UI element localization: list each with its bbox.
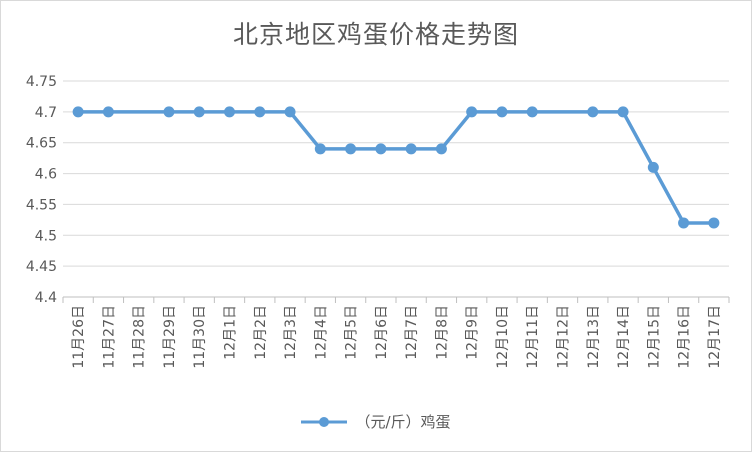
data-point xyxy=(466,106,478,118)
data-point xyxy=(284,106,296,118)
legend-label: （元/斤）鸡蛋 xyxy=(355,413,451,431)
x-tick-label: 12月7日 xyxy=(404,305,420,360)
data-point xyxy=(617,106,629,118)
x-tick-label: 12月16日 xyxy=(677,305,693,369)
y-tick-label: 4.4 xyxy=(35,290,57,306)
legend: （元/斤）鸡蛋 xyxy=(1,411,751,432)
x-tick-label: 12月14日 xyxy=(616,305,632,369)
y-tick-label: 4.75 xyxy=(26,74,57,90)
x-tick-label: 11月28日 xyxy=(132,305,148,369)
y-tick-label: 4.55 xyxy=(26,197,57,213)
data-point xyxy=(526,106,538,118)
x-tick-label: 12月1日 xyxy=(223,305,239,360)
x-tick-label: 12月15日 xyxy=(646,305,662,369)
data-point xyxy=(163,106,175,118)
data-point xyxy=(72,106,84,118)
data-point xyxy=(405,143,417,155)
x-tick-label: 11月27日 xyxy=(101,305,117,369)
x-tick-label: 12月8日 xyxy=(434,305,450,360)
legend-marker-icon xyxy=(301,416,348,427)
data-point xyxy=(193,106,205,118)
x-tick-label: 12月9日 xyxy=(465,305,481,360)
data-point xyxy=(345,143,357,155)
chart-title: 北京地区鸡蛋价格走势图 xyxy=(232,20,519,49)
y-tick-label: 4.5 xyxy=(35,228,57,244)
data-point xyxy=(708,217,720,229)
data-point xyxy=(314,143,326,155)
x-tick-label: 12月10日 xyxy=(495,305,511,369)
data-point xyxy=(435,143,447,155)
data-point xyxy=(254,106,266,118)
x-tick-label: 11月30日 xyxy=(192,305,208,369)
x-tick-label: 12月5日 xyxy=(344,305,360,360)
x-tick-label: 12月17日 xyxy=(707,305,723,369)
x-tick-label: 11月26日 xyxy=(71,305,87,369)
x-tick-label: 12月13日 xyxy=(586,305,602,369)
series-line xyxy=(78,110,714,225)
x-tick-label: 12月2日 xyxy=(253,305,269,360)
data-point xyxy=(224,106,235,118)
data-point xyxy=(678,217,690,229)
data-point xyxy=(496,106,508,118)
data-point xyxy=(647,161,659,173)
x-tick-label: 12月6日 xyxy=(374,305,390,360)
x-tick-label: 12月4日 xyxy=(313,305,329,360)
x-tick-label: 12月12日 xyxy=(556,305,572,369)
data-point xyxy=(375,143,387,155)
y-tick-label: 4.6 xyxy=(35,167,57,183)
y-tick-label: 4.7 xyxy=(35,105,57,121)
y-tick-label: 4.65 xyxy=(26,136,57,152)
x-tick-label: 11月29日 xyxy=(162,305,178,369)
y-tick-label: 4.45 xyxy=(26,259,57,275)
x-tick-label: 12月3日 xyxy=(283,305,299,360)
data-point xyxy=(587,106,599,118)
x-tick-label: 12月11日 xyxy=(525,305,541,369)
data-point xyxy=(102,106,114,118)
